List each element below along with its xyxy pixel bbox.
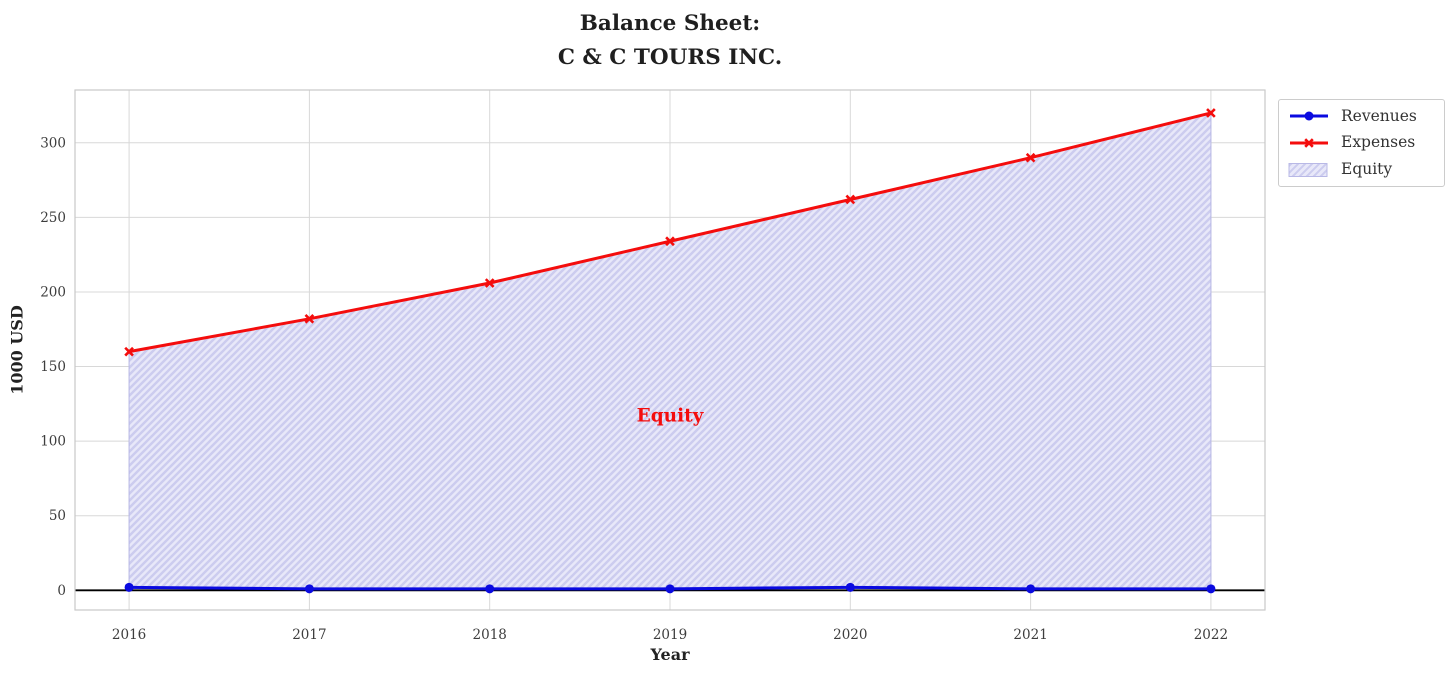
expenses-marker [124, 346, 134, 357]
expenses-marker [304, 314, 315, 324]
x-axis-label: Year [650, 645, 690, 664]
y-tick-label: 200 [40, 284, 66, 300]
revenues-legend-swatch-icon [1290, 111, 1328, 121]
y-tick-label: 300 [40, 135, 66, 151]
legend-item-expenses: Expenses [1287, 130, 1436, 157]
legend-item-equity: Equity [1287, 156, 1436, 183]
y-tick-label: 250 [40, 210, 66, 226]
x-tick-label: 2019 [653, 627, 687, 643]
revenues-marker [304, 584, 314, 594]
revenues-marker [665, 584, 675, 594]
legend: Revenues Expenses Equity [1278, 99, 1445, 187]
x-tick-label: 2018 [473, 627, 507, 643]
chart-title-line1: Balance Sheet: [579, 11, 761, 36]
legend-item-revenues: Revenues [1287, 103, 1436, 130]
y-axis-label: 1000 USD [7, 305, 27, 395]
chart-title: Balance Sheet: C & C TOURS INC. [75, 7, 1265, 75]
revenues-marker [1206, 584, 1216, 594]
expenses-marker [845, 194, 856, 205]
expenses-marker [484, 278, 495, 288]
legend-label-equity: Equity [1341, 159, 1393, 178]
x-tick-label: 2021 [1013, 627, 1047, 643]
revenues-marker [124, 582, 134, 592]
revenues-marker [485, 584, 495, 594]
x-tick-label: 2017 [292, 627, 326, 643]
legend-label-revenues: Revenues [1341, 106, 1417, 125]
expenses-legend-swatch-icon [1290, 138, 1328, 148]
y-tick-label: 150 [40, 359, 66, 375]
legend-label-expenses: Expenses [1341, 133, 1416, 152]
y-tick-label: 100 [40, 434, 66, 450]
equity-annotation: Equity [636, 405, 704, 427]
expenses-marker [1025, 152, 1036, 163]
plot-border [74, 89, 1266, 611]
y-tick-label: 50 [49, 508, 66, 524]
chart-title-line2: C & C TOURS INC. [557, 45, 783, 70]
y-tick-label: 0 [57, 583, 66, 599]
revenues-marker [1026, 584, 1036, 594]
revenues-marker [845, 582, 855, 592]
x-tick-label: 2020 [833, 627, 867, 643]
equity-legend-swatch-icon [1288, 162, 1328, 177]
expenses-marker [1206, 108, 1216, 118]
expenses-marker [665, 236, 675, 247]
x-tick-label: 2022 [1194, 627, 1228, 643]
x-tick-label: 2016 [112, 627, 146, 643]
